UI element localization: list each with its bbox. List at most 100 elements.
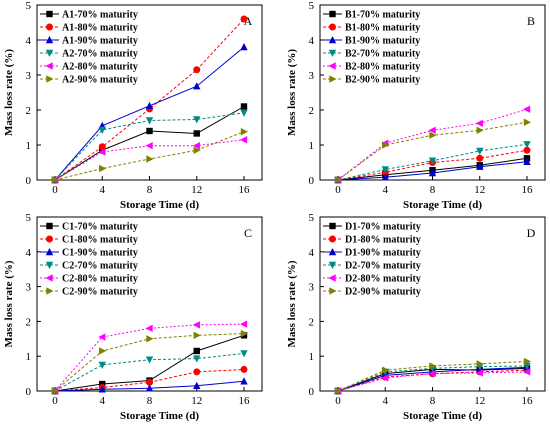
y-tick-label: 4 (26, 35, 32, 47)
data-point (98, 143, 106, 151)
x-axis-title: Storage Time (d) (403, 410, 482, 422)
data-point (428, 157, 437, 165)
data-point (98, 148, 106, 156)
series-1 (51, 103, 248, 184)
series-5 (51, 320, 248, 395)
data-point (193, 347, 200, 355)
y-axis-title: Mass loss rate (%) (3, 49, 15, 136)
data-point (99, 164, 107, 173)
data-point (475, 119, 483, 127)
legend-marker (329, 222, 336, 230)
y-tick-label: 4 (309, 247, 315, 259)
y-tick-label: 5 (309, 212, 315, 224)
x-axis-title: Storage Time (d) (403, 199, 482, 211)
data-point (193, 66, 201, 74)
data-point (240, 109, 248, 117)
legend-entry: B2-70% maturity (345, 49, 420, 60)
x-tick-label: 8 (430, 184, 436, 196)
data-point (145, 384, 154, 392)
x-tick-label: 8 (430, 395, 436, 407)
legend: D1-70% maturity D1-80% maturity D1-90% mat… (323, 222, 421, 298)
data-point (193, 381, 201, 389)
data-point (145, 101, 154, 109)
x-tick-label: 0 (335, 395, 341, 407)
legend-entry: C1-90% maturity (62, 248, 138, 259)
legend-marker (329, 23, 336, 31)
legend-marker (329, 235, 336, 243)
data-point (523, 362, 531, 370)
y-tick-label: 3 (26, 282, 32, 294)
y-axis-title: Mass loss rate (%) (286, 49, 298, 136)
legend-entry: C1-70% maturity (62, 222, 138, 233)
legend-marker (45, 36, 54, 44)
legend-entry: A1-90% maturity (62, 36, 138, 47)
data-point (240, 377, 248, 385)
legend-entry: D1-80% maturity (345, 235, 421, 246)
data-point (381, 173, 389, 181)
data-point (99, 347, 107, 355)
x-axis-title: Storage Time (d) (120, 410, 199, 422)
legend-marker (328, 274, 336, 282)
data-point (240, 136, 248, 144)
data-point (51, 176, 59, 184)
data-point (193, 331, 201, 340)
data-point (193, 82, 201, 90)
x-tick-label: 12 (191, 184, 202, 196)
data-point (476, 126, 484, 134)
data-point (145, 324, 153, 333)
data-point (193, 146, 201, 154)
data-point (146, 335, 154, 343)
series-6 (334, 357, 531, 395)
legend-entry: D2-80% maturity (345, 274, 421, 285)
legend-marker (45, 274, 53, 282)
data-point (523, 118, 531, 126)
legend-marker (328, 62, 336, 70)
y-tick-label: 3 (309, 70, 315, 82)
data-point (51, 387, 59, 395)
data-point (334, 387, 342, 395)
y-axis-title: Mass loss rate (%) (286, 260, 298, 347)
legend-marker (328, 248, 337, 256)
legend-marker (46, 75, 54, 83)
series-line (337, 365, 528, 392)
legend-entry: D2-90% maturity (345, 287, 421, 298)
data-point (98, 361, 106, 369)
data-point (382, 366, 390, 374)
legend-entry: D1-90% maturity (345, 248, 421, 259)
y-axis-title: Mass loss rate (%) (3, 260, 15, 347)
legend-marker (329, 287, 337, 295)
legend-entry: C2-70% maturity (62, 261, 138, 272)
y-tick-label: 2 (309, 105, 315, 117)
legend-entry: A1-70% maturity (62, 10, 138, 21)
y-tick-label: 0 (26, 175, 32, 187)
x-tick-label: 16 (522, 184, 534, 196)
legend: C1-70% maturity C1-80% maturity C1-90% mat… (40, 222, 138, 298)
legend-entry: A2-80% maturity (62, 62, 138, 73)
data-point (146, 127, 153, 135)
data-point (523, 157, 531, 165)
x-tick-label: 8 (147, 184, 153, 196)
data-point (146, 378, 153, 386)
data-point (240, 103, 248, 110)
data-point (98, 385, 106, 393)
data-point (381, 166, 389, 174)
x-tick-label: 8 (147, 395, 153, 407)
legend-marker (328, 49, 337, 57)
legend-marker (328, 36, 337, 44)
x-tick-label: 4 (383, 184, 389, 196)
data-point (428, 126, 436, 134)
y-tick-label: 0 (26, 386, 32, 398)
legend-marker (45, 62, 53, 70)
y-tick-label: 2 (309, 316, 315, 328)
y-tick-label: 5 (26, 212, 32, 224)
data-point (523, 105, 531, 113)
data-point (240, 329, 248, 338)
series-line (54, 131, 245, 181)
data-point (146, 155, 154, 163)
data-point (476, 162, 484, 170)
legend-entry: D1-70% maturity (345, 222, 421, 233)
x-tick-label: 12 (474, 395, 485, 407)
data-point (476, 154, 484, 162)
